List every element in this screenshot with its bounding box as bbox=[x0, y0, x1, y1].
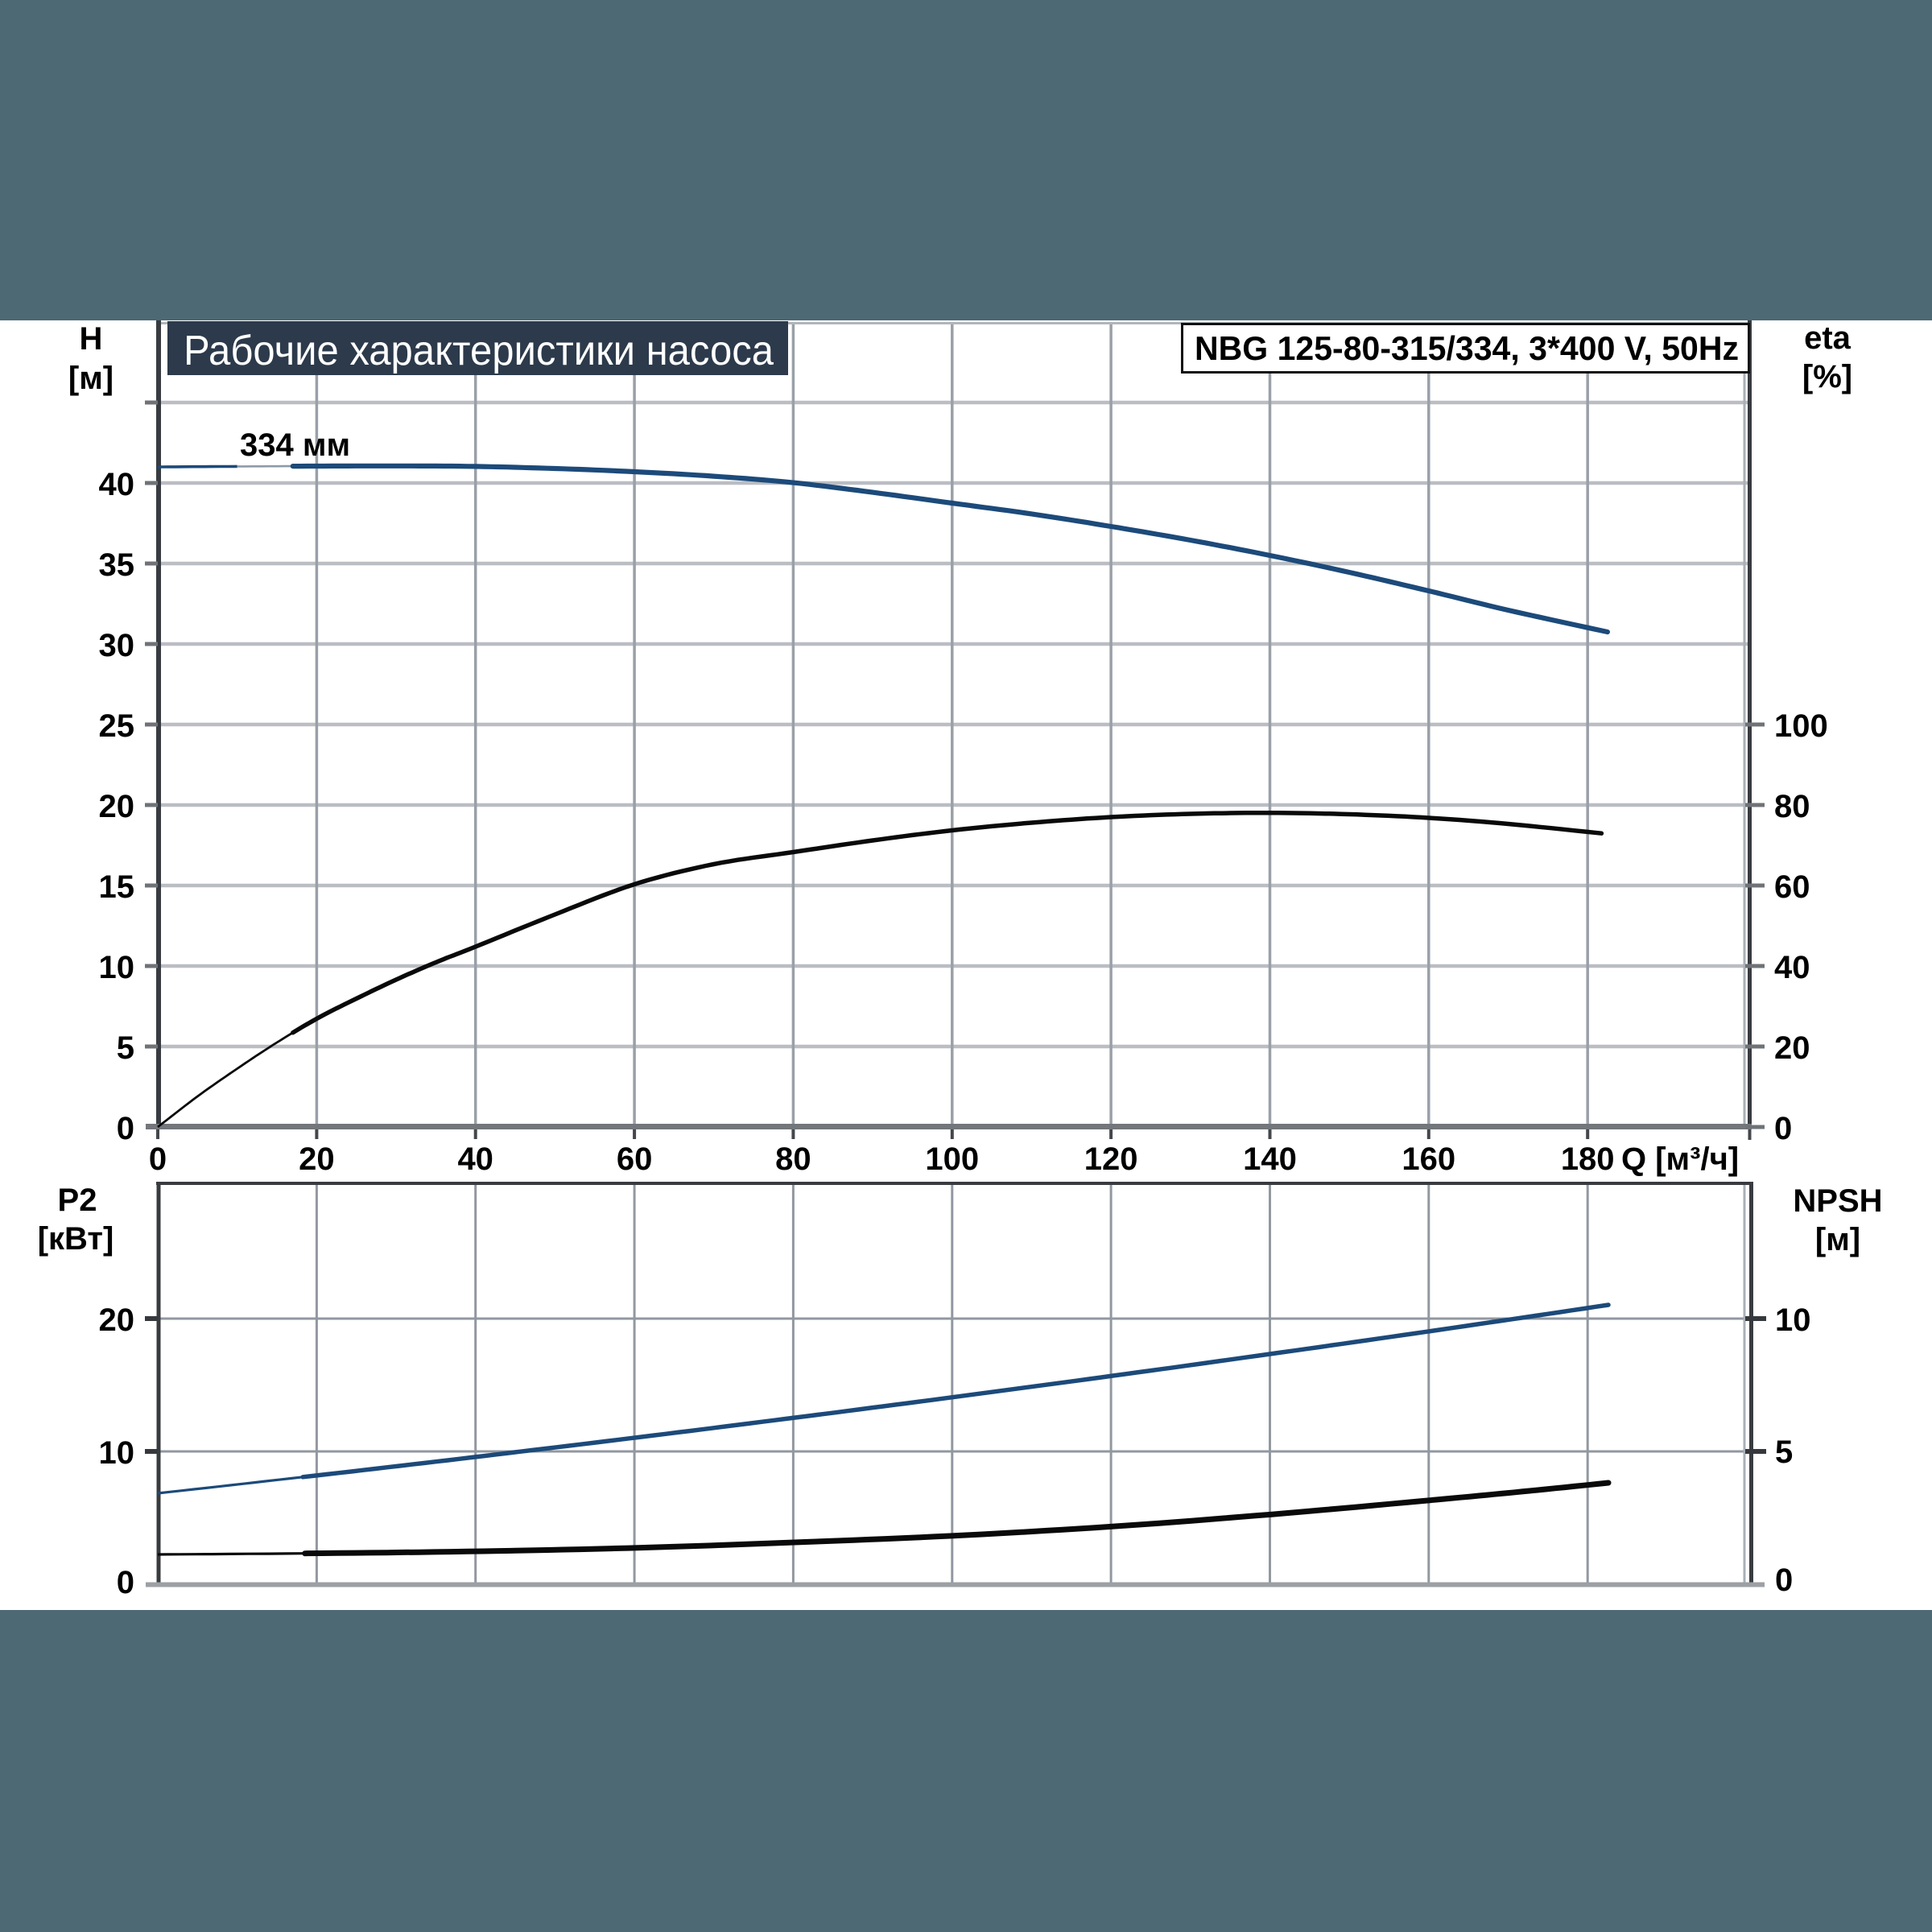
svg-text:0: 0 bbox=[1775, 1563, 1793, 1598]
svg-text:20: 20 bbox=[99, 789, 135, 824]
svg-text:0: 0 bbox=[1774, 1111, 1792, 1146]
svg-text:80: 80 bbox=[775, 1141, 811, 1177]
svg-text:25: 25 bbox=[99, 708, 135, 744]
svg-text:20: 20 bbox=[99, 1302, 135, 1338]
svg-text:10: 10 bbox=[99, 1435, 135, 1471]
svg-text:160: 160 bbox=[1402, 1141, 1455, 1177]
svg-text:0: 0 bbox=[117, 1565, 134, 1600]
svg-text:35: 35 bbox=[99, 547, 135, 583]
svg-text:180: 180 bbox=[1561, 1141, 1615, 1177]
svg-text:10: 10 bbox=[1775, 1302, 1811, 1338]
svg-text:5: 5 bbox=[117, 1030, 134, 1066]
svg-text:15: 15 bbox=[99, 869, 135, 905]
svg-text:[%]: [%] bbox=[1802, 359, 1852, 394]
svg-text:60: 60 bbox=[1774, 869, 1810, 905]
svg-text:NBG 125-80-315/334, 3*400 V, 5: NBG 125-80-315/334, 3*400 V, 50Hz bbox=[1195, 329, 1739, 367]
svg-text:5: 5 bbox=[1775, 1435, 1793, 1470]
svg-text:100: 100 bbox=[1774, 708, 1828, 744]
svg-text:334 мм: 334 мм bbox=[240, 427, 350, 463]
svg-text:[м]: [м] bbox=[68, 361, 114, 396]
svg-text:20: 20 bbox=[299, 1141, 335, 1177]
svg-text:0: 0 bbox=[149, 1141, 167, 1177]
svg-text:80: 80 bbox=[1774, 789, 1810, 824]
svg-text:Рабочие характеристики насоса: Рабочие характеристики насоса bbox=[184, 328, 774, 374]
svg-text:H: H bbox=[80, 321, 103, 357]
svg-text:NPSH: NPSH bbox=[1793, 1183, 1882, 1219]
svg-text:10: 10 bbox=[99, 950, 135, 985]
svg-text:140: 140 bbox=[1243, 1141, 1297, 1177]
svg-text:20: 20 bbox=[1774, 1030, 1810, 1066]
svg-text:eta: eta bbox=[1804, 320, 1852, 356]
svg-text:40: 40 bbox=[1774, 950, 1810, 985]
svg-text:[м]: [м] bbox=[1815, 1222, 1860, 1257]
svg-text:40: 40 bbox=[457, 1141, 493, 1177]
svg-text:120: 120 bbox=[1084, 1141, 1138, 1177]
svg-text:P2: P2 bbox=[58, 1183, 97, 1218]
svg-text:100: 100 bbox=[925, 1141, 979, 1177]
svg-text:40: 40 bbox=[99, 467, 135, 502]
svg-text:0: 0 bbox=[117, 1111, 134, 1146]
svg-text:60: 60 bbox=[617, 1141, 653, 1177]
svg-text:Q [м³/ч]: Q [м³/ч] bbox=[1621, 1141, 1739, 1177]
svg-text:30: 30 bbox=[99, 628, 135, 663]
svg-text:[кВт]: [кВт] bbox=[38, 1221, 114, 1257]
